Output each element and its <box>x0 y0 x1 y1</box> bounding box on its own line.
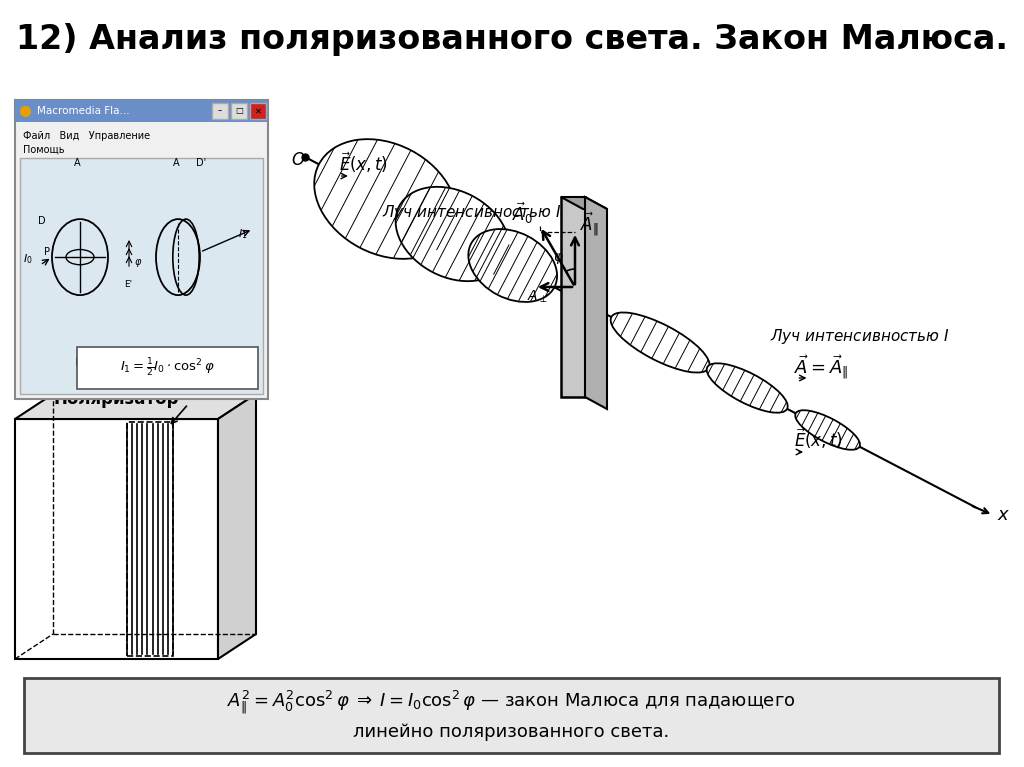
Text: $\vec{E}(x, t)$: $\vec{E}(x, t)$ <box>339 150 388 175</box>
Text: $\vec{A} = \vec{A}_{\|}$: $\vec{A} = \vec{A}_{\|}$ <box>795 354 849 381</box>
Bar <box>127 422 173 656</box>
Text: $A_{\|}^{2} = A_{0}^{2}\cos^{2}\varphi$$\;\Rightarrow\;$$I = I_{0}\cos^{2}\varph: $A_{\|}^{2} = A_{0}^{2}\cos^{2}\varphi$$… <box>227 689 796 716</box>
Text: P: P <box>44 247 50 257</box>
FancyBboxPatch shape <box>24 678 999 753</box>
Text: D': D' <box>196 158 206 168</box>
Text: D: D <box>38 216 46 226</box>
Text: □: □ <box>236 107 243 116</box>
Text: $\vec{E}(x, t)$: $\vec{E}(x, t)$ <box>794 426 843 451</box>
Text: $I_0$: $I_0$ <box>23 252 33 266</box>
Text: Помощь: Помощь <box>23 145 65 155</box>
Text: $x$: $x$ <box>997 506 1011 524</box>
Ellipse shape <box>707 364 787 413</box>
Bar <box>231 103 247 119</box>
Bar <box>250 103 266 119</box>
Ellipse shape <box>395 187 509 281</box>
Polygon shape <box>15 394 256 419</box>
Polygon shape <box>561 197 607 209</box>
Ellipse shape <box>314 139 457 258</box>
Ellipse shape <box>796 410 860 449</box>
Text: $\varphi$: $\varphi$ <box>553 251 564 266</box>
Text: $I_1 = \frac{1}{2}I_0 \cdot \cos^2\varphi$: $I_1 = \frac{1}{2}I_0 \cdot \cos^2\varph… <box>120 357 215 379</box>
Text: –: – <box>218 107 222 116</box>
Bar <box>20 158 263 394</box>
Text: Плоскость пропус-
кания поляризатора: Плоскость пропус- кания поляризатора <box>51 680 202 714</box>
Text: Луч интенсивностью $I_0$: Луч интенсивностью $I_0$ <box>382 202 568 222</box>
Text: $\vec{A}_0$: $\vec{A}_0$ <box>512 201 534 226</box>
Text: Файл   Вид   Управление: Файл Вид Управление <box>23 131 151 141</box>
Bar <box>15 100 268 122</box>
Polygon shape <box>561 197 585 397</box>
Bar <box>15 100 268 399</box>
Text: A: A <box>74 158 81 168</box>
Text: $\vec{A}_{\|}$: $\vec{A}_{\|}$ <box>580 210 599 238</box>
Bar <box>212 103 228 119</box>
Text: A: A <box>173 158 179 168</box>
Text: Macromedia Fla...: Macromedia Fla... <box>37 106 130 116</box>
Text: $A_{\perp}$: $A_{\perp}$ <box>527 289 548 305</box>
Polygon shape <box>585 197 607 409</box>
Text: линейно поляризованного света.: линейно поляризованного света. <box>353 723 670 741</box>
Text: $I_1$: $I_1$ <box>238 227 248 241</box>
Text: E': E' <box>124 280 132 289</box>
Polygon shape <box>15 419 218 659</box>
Text: 12) Анализ поляризованного света. Закон Малюса.: 12) Анализ поляризованного света. Закон … <box>16 22 1008 55</box>
Text: E: E <box>75 358 81 368</box>
Bar <box>77 347 258 389</box>
Ellipse shape <box>156 219 200 295</box>
Text: Луч интенсивностью $I$: Луч интенсивностью $I$ <box>770 328 950 347</box>
Ellipse shape <box>52 219 108 295</box>
Text: ✕: ✕ <box>255 107 261 116</box>
Text: $\varphi$: $\varphi$ <box>134 257 142 269</box>
Text: $O$: $O$ <box>291 151 305 169</box>
Ellipse shape <box>468 229 557 302</box>
Text: Поляризатор: Поляризатор <box>53 390 179 408</box>
Polygon shape <box>218 394 256 659</box>
Ellipse shape <box>610 312 710 373</box>
